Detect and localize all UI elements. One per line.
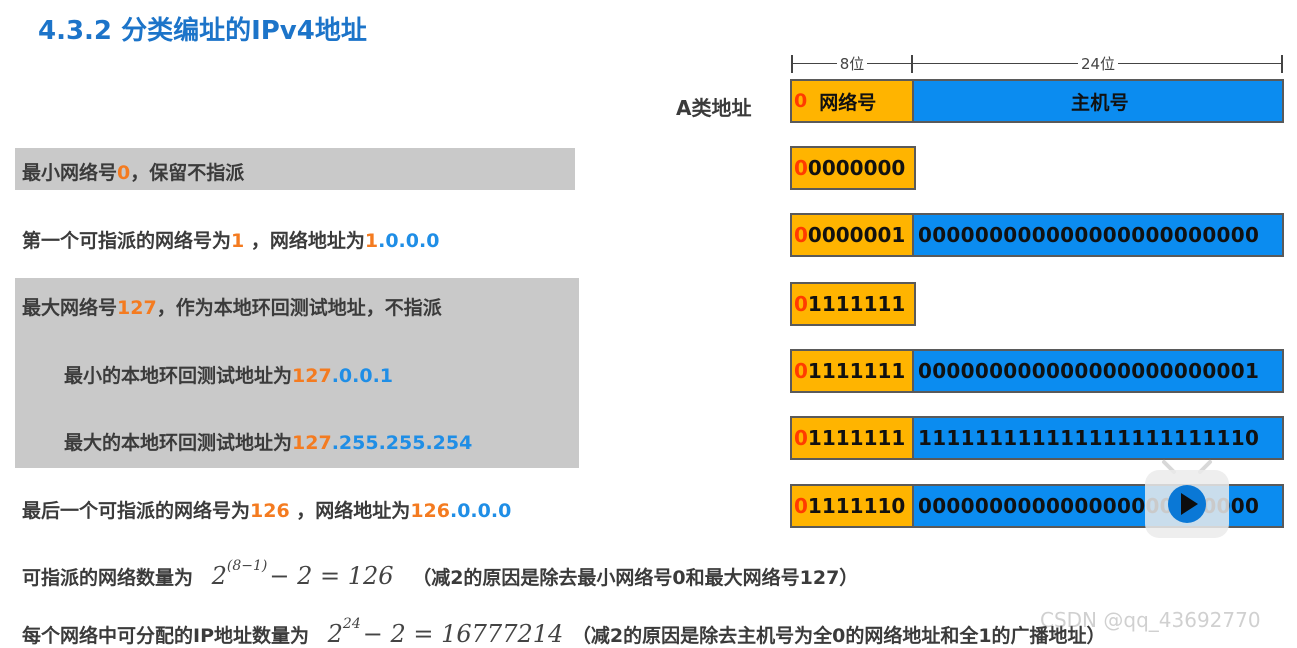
host-bits-row-3: 000000000000000000000001 (912, 349, 1284, 393)
gray-band-loopback (15, 278, 579, 468)
row-max-network: 最大网络号127，作为本地环回测试地址，不指派 (22, 297, 442, 319)
formula-1-expression: 2(8−1)− 2 = 126 (211, 558, 394, 590)
host-bits-row-1: 000000000000000000000000 (912, 213, 1284, 257)
host-bits-dimension: 24位 (913, 52, 1283, 76)
net-header-box: 0 网络号 (790, 79, 914, 123)
formula-network-count: 可指派的网络数量为 2(8−1)− 2 = 126 （减2的原因是除去最小网络号… (22, 558, 859, 590)
class-a-label: A类地址 (676, 96, 752, 120)
formula-2-expression: 224− 2 = 16777214 (327, 616, 564, 648)
net-bits-row-4: 0 1111111 (790, 416, 914, 460)
row-last-assignable: 最后一个可指派的网络号为126 ，网络地址为126.0.0.0 (22, 500, 512, 522)
net-bits-dimension: 8位 (791, 52, 913, 76)
host-bits-row-4: 111111111111111111111110 (912, 416, 1284, 460)
host-header-box: 主机号 (912, 79, 1284, 123)
net-bits-row-5: 0 1111110 (790, 484, 914, 528)
net-label: 网络号 (819, 91, 877, 114)
row-max-loopback: 最大的本地环回测试地址为127.255.255.254 (64, 432, 473, 454)
page-title: 4.3.2 分类编址的IPv4地址 (38, 16, 367, 46)
row-min-loopback: 最小的本地环回测试地址为127.0.0.1 (64, 365, 394, 387)
net-bits-row-0: 0 0000000 (790, 146, 916, 190)
host-bits-label: 24位 (1077, 55, 1119, 73)
row-first-assignable: 第一个可指派的网络号为1 ，网络地址为1.0.0.0 (22, 230, 440, 252)
leading-zero: 0 (794, 90, 808, 112)
host-label: 主机号 (1071, 91, 1129, 114)
play-icon[interactable] (1142, 458, 1232, 542)
net-bits-row-2: 0 1111111 (790, 282, 916, 326)
gray-band-min (15, 148, 575, 190)
net-bits-row-1: 0 0000001 (790, 213, 914, 257)
formula-address-count: 每个网络中可分配的IP地址数量为 224− 2 = 16777214 （减2的原… (22, 616, 1106, 648)
watermark: CSDN @qq_43692770 (1040, 608, 1261, 632)
net-bits-row-3: 0 1111111 (790, 349, 914, 393)
row-min-network: 最小网络号0，保留不指派 (22, 162, 245, 184)
net-bits-label: 8位 (836, 55, 868, 73)
